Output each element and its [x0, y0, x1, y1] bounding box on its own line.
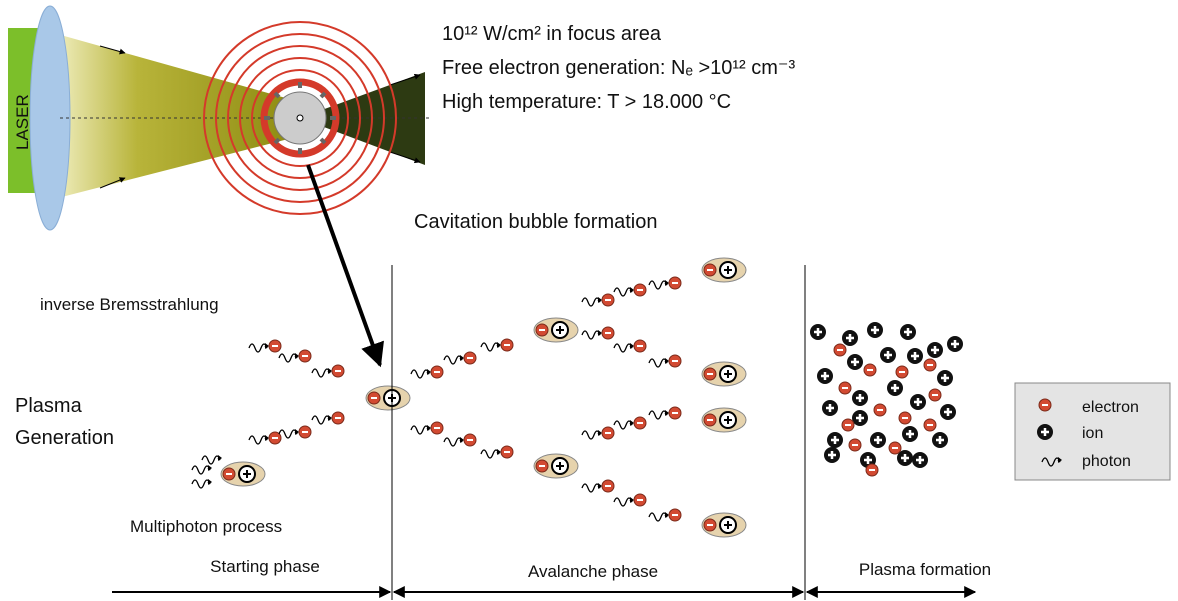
laser-label: LASER: [13, 94, 32, 150]
plasma-label: Generation: [15, 427, 114, 449]
focus-text: 10¹² W/cm² in focus area: [442, 23, 662, 45]
arrow: [306, 164, 384, 368]
legend-label: ion: [1082, 425, 1103, 442]
temperature-text: High temperature: T > 18.000 °C: [442, 91, 731, 113]
phase-label: Starting phase: [210, 557, 320, 576]
legend-label: electron: [1082, 399, 1139, 416]
phase-label: Plasma formation: [859, 560, 991, 579]
phase-label: Avalanche phase: [528, 562, 658, 581]
plasma-label: Plasma: [15, 395, 83, 417]
cavitation-label: Cavitation bubble formation: [414, 211, 657, 233]
axis: [112, 265, 977, 600]
electron-text: Free electron generation: Nₑ >10¹² cm⁻³: [442, 57, 795, 79]
legend: electron ion photon: [1014, 382, 1171, 481]
multiphoton-label: Multiphoton process: [130, 517, 282, 536]
bremsstrahlung-label: inverse Bremsstrahlung: [40, 295, 219, 314]
particles: [191, 258, 965, 537]
laser: LASER: [8, 5, 430, 231]
legend-label: photon: [1082, 453, 1131, 470]
